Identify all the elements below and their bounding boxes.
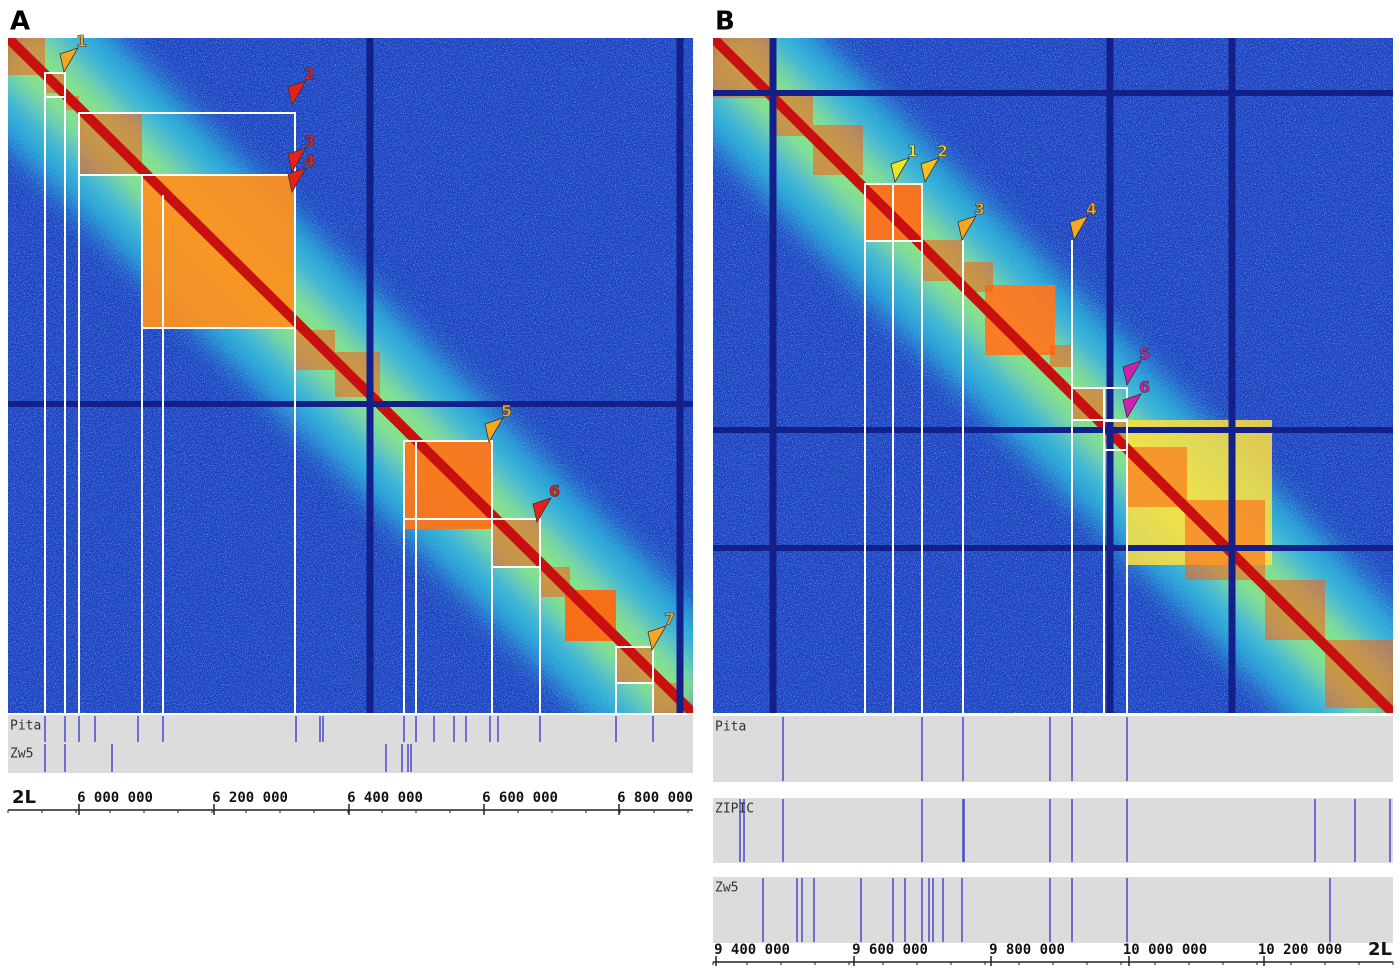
tad [404,441,492,529]
arrow-number: 2 [304,65,315,84]
diagonal [713,38,1393,713]
arrow-number: 4 [1086,200,1097,219]
arrow-number: 1 [907,142,918,161]
track-bg [713,798,1393,863]
arrow-number: 2 [937,142,948,161]
track-name: Zw5 [715,881,738,896]
axis-tick-label: 9 600 000 [852,942,928,958]
arrowhead [957,215,977,242]
arrowhead [890,157,910,184]
arrow-number: 6 [1139,378,1150,397]
track-bg [713,716,1393,782]
arrow-number: 5 [1139,345,1150,364]
heatmap [713,38,1393,713]
arrowhead [287,167,307,194]
heatmap [8,38,693,713]
arrowhead [59,47,79,74]
axis-tick-label: 6 000 000 [77,790,153,806]
tad [1050,345,1072,367]
chromosome: 2L [12,787,36,808]
arrowhead [1122,360,1142,387]
track-name: ZIPIC [715,802,754,817]
arrowhead [1122,393,1142,420]
arrow-number: 3 [974,200,985,219]
arrowhead [484,417,504,444]
axis-tick-label: 10 000 000 [1123,942,1207,958]
arrow-number: 7 [664,610,675,629]
axis-tick-label: 10 200 000 [1258,942,1342,958]
axis-tick-label: 6 600 000 [482,790,558,806]
track-name: Zw5 [10,747,33,762]
track-bg [8,715,693,743]
arrow-number: 3 [304,132,315,151]
axis-tick-label: 9 800 000 [989,942,1065,958]
track-bg [713,877,1393,943]
arrowhead [920,157,940,184]
arrow-number: 6 [549,482,560,501]
arrow-number: 1 [76,32,87,51]
arrowhead [287,147,307,174]
chromosome: 2L [1368,939,1392,960]
axis-tick-label: 9 400 000 [714,942,790,958]
arrowhead [287,80,307,107]
arrow-number: 4 [304,152,315,171]
diagonal [8,38,693,713]
track-bg [8,743,693,773]
arrow-number: 5 [501,402,512,421]
track-name: Pita [10,719,41,734]
panel-label: A [10,7,30,37]
track-name: Pita [715,720,746,735]
axis-tick-label: 6 800 000 [617,790,693,806]
panel-label: B [715,7,735,37]
axis-tick-label: 6 200 000 [212,790,288,806]
axis-tick-label: 6 400 000 [347,790,423,806]
arrowhead [647,625,667,652]
arrowhead [1069,215,1089,242]
arrowhead [532,497,552,524]
